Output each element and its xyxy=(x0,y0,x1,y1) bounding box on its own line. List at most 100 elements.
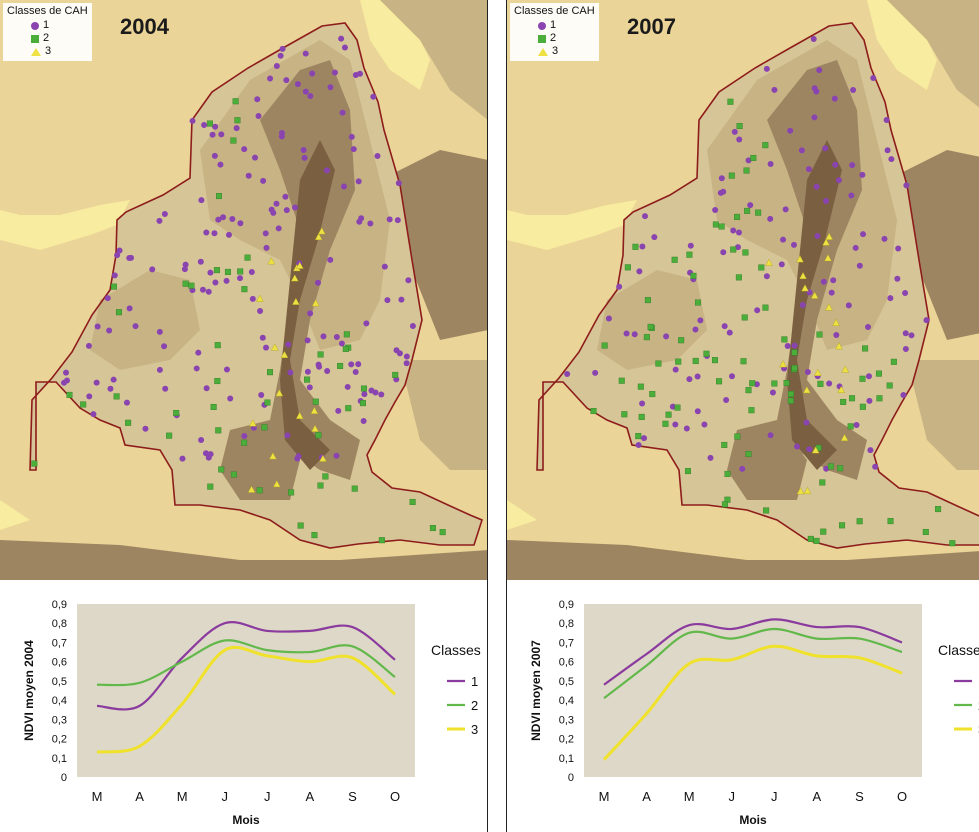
class-3-point xyxy=(810,291,819,299)
class-1-point xyxy=(865,373,872,380)
class-1-point xyxy=(107,385,114,392)
class-1-point xyxy=(866,397,873,404)
chart-legend-title: Classes xyxy=(431,642,481,658)
class-1-point xyxy=(333,452,340,459)
class-1-point xyxy=(320,333,327,340)
x-tick-label: S xyxy=(855,789,864,804)
class-1-point xyxy=(723,397,730,404)
class-1-point xyxy=(255,113,262,120)
class-2-point xyxy=(744,207,751,214)
class-1-point xyxy=(642,213,649,220)
class-2-point xyxy=(359,400,366,407)
class-1-point xyxy=(845,302,852,309)
class-1-point xyxy=(315,361,322,368)
class-1-point xyxy=(327,84,334,91)
ndvi-chart-2004: 0 0,1 0,2 0,3 0,4 0,5 0,6 0,7 0,8 0,9 M A M J J A S O Mois… xyxy=(0,580,487,832)
class-3-point xyxy=(825,303,833,311)
series-2-line xyxy=(96,639,396,687)
x-tick-label: J xyxy=(728,789,735,804)
class-1-point xyxy=(263,344,270,351)
class-1-point xyxy=(212,123,219,130)
class-1-point xyxy=(348,133,355,140)
class-1-point xyxy=(672,421,679,428)
class-2-point xyxy=(849,395,856,402)
class-1-point xyxy=(156,217,163,224)
relief-hills xyxy=(0,540,487,580)
class-1-point xyxy=(161,210,168,217)
legend-item-class-3: 3 xyxy=(514,45,595,58)
class-1-point xyxy=(283,77,290,84)
class-2-point xyxy=(166,432,173,439)
series-3-line xyxy=(602,644,903,761)
class-1-point xyxy=(823,465,830,472)
class-2-point xyxy=(210,403,217,410)
class-1-point xyxy=(701,421,708,428)
class-2-point xyxy=(721,501,728,508)
class-3-point xyxy=(249,419,257,427)
class-2-point xyxy=(288,489,295,496)
class-1-point xyxy=(805,166,812,173)
class-1-point xyxy=(302,50,309,57)
class-1-point xyxy=(867,447,874,454)
class-2-point xyxy=(315,432,322,439)
class-2-point xyxy=(322,473,329,480)
class-1-point xyxy=(268,206,275,213)
class-2-point xyxy=(862,345,869,352)
class-1-point xyxy=(683,425,690,432)
class-2-point xyxy=(182,280,189,287)
class-2-point xyxy=(624,264,631,271)
legend-item-class-3: 3 xyxy=(7,45,88,58)
class-1-point xyxy=(605,315,612,322)
class-2-point xyxy=(214,342,221,349)
relief-plateau xyxy=(597,270,707,370)
class-2-point xyxy=(791,349,798,356)
class-1-point xyxy=(252,154,259,161)
class-2-point xyxy=(218,466,225,473)
class-2-point xyxy=(686,251,693,258)
class-1-point xyxy=(736,136,743,143)
class-1-point xyxy=(323,167,330,174)
class-1-point xyxy=(277,52,284,59)
class-2-point xyxy=(360,385,367,392)
class-2-point xyxy=(214,378,221,385)
series-2-line xyxy=(603,627,903,700)
class-3-point xyxy=(825,232,834,240)
class-3-point xyxy=(311,299,320,307)
class-2-point xyxy=(115,309,122,316)
class-1-point xyxy=(339,109,346,116)
class-1-point xyxy=(694,373,701,380)
class-1-point xyxy=(205,288,212,295)
class-1-point xyxy=(104,295,111,302)
class-1-point xyxy=(355,178,362,185)
class-1-point xyxy=(279,45,286,52)
class-2-point xyxy=(721,441,728,448)
class-3-point xyxy=(269,452,277,460)
class-1-point xyxy=(356,218,363,225)
class-1-point xyxy=(887,295,894,302)
class-3-point xyxy=(832,318,840,326)
class-1-point xyxy=(384,297,391,304)
class-1-point xyxy=(111,272,118,279)
class-1-point xyxy=(282,193,289,200)
class-1-point xyxy=(229,216,236,223)
class-2-point xyxy=(716,378,723,385)
class-1-point xyxy=(179,455,186,462)
class-1-point xyxy=(350,146,357,153)
class-1-point xyxy=(123,399,130,406)
y-tick-label: 0,7 xyxy=(52,637,67,649)
class-1-point xyxy=(697,317,704,324)
class-1-point xyxy=(126,254,133,261)
class-1-point xyxy=(806,446,813,453)
legend-label: 2 xyxy=(550,32,557,44)
y-tick-label: 0,3 xyxy=(52,714,67,726)
circle-icon xyxy=(31,21,39,30)
class-3-point xyxy=(837,385,846,393)
class-1-point xyxy=(361,391,368,398)
class-1-point xyxy=(763,273,770,280)
class-1-point xyxy=(856,262,863,269)
class-1-point xyxy=(694,408,701,415)
class-1-point xyxy=(314,279,321,286)
class-1-point xyxy=(394,217,401,224)
class-1-point xyxy=(374,152,381,159)
class-2-point xyxy=(876,395,883,402)
